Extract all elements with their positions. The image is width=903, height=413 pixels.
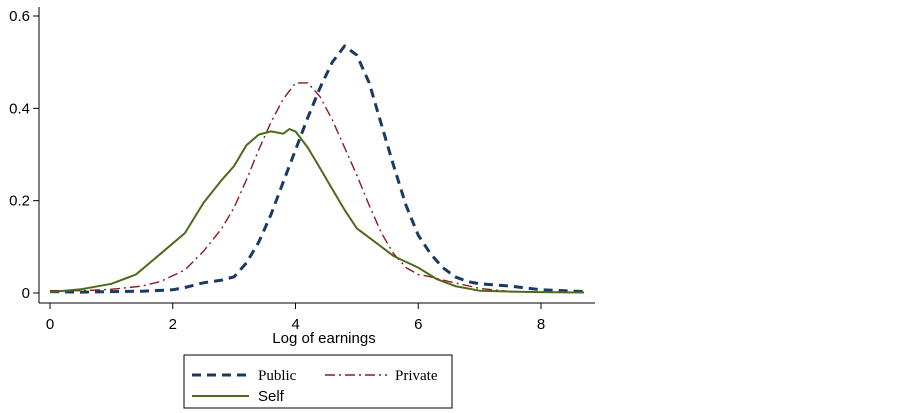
legend-item-private: Private <box>325 368 438 384</box>
series-line-public <box>49 44 585 294</box>
legend-label-private: Private <box>395 368 438 384</box>
legend-item-self: Self <box>192 388 285 405</box>
legend-box <box>183 354 453 409</box>
x-tick-label: 6 <box>414 316 422 333</box>
legend-label-self: Self <box>258 388 285 405</box>
ticks: 0 2 4 6 8 0 0.2 0.4 0.6 <box>9 8 545 333</box>
legend-label-public: Public <box>258 368 297 384</box>
axes <box>38 7 595 304</box>
x-tick-label: 2 <box>169 316 177 333</box>
series-line-self <box>49 128 585 294</box>
legend: Public Private Self <box>183 354 453 409</box>
x-tick-label: 0 <box>46 316 54 333</box>
y-tick-label: 0.4 <box>9 100 30 117</box>
x-axis-title: Log of earnings <box>272 330 375 347</box>
y-tick-label: 0.6 <box>9 8 30 25</box>
x-tick-label: 8 <box>537 316 545 333</box>
series-lines <box>49 44 585 294</box>
series-line-private <box>50 82 585 294</box>
y-tick-label: 0 <box>22 285 30 302</box>
y-tick-label: 0.2 <box>9 193 30 210</box>
x-tick-label: 4 <box>291 316 299 333</box>
legend-item-public: Public <box>192 368 297 384</box>
